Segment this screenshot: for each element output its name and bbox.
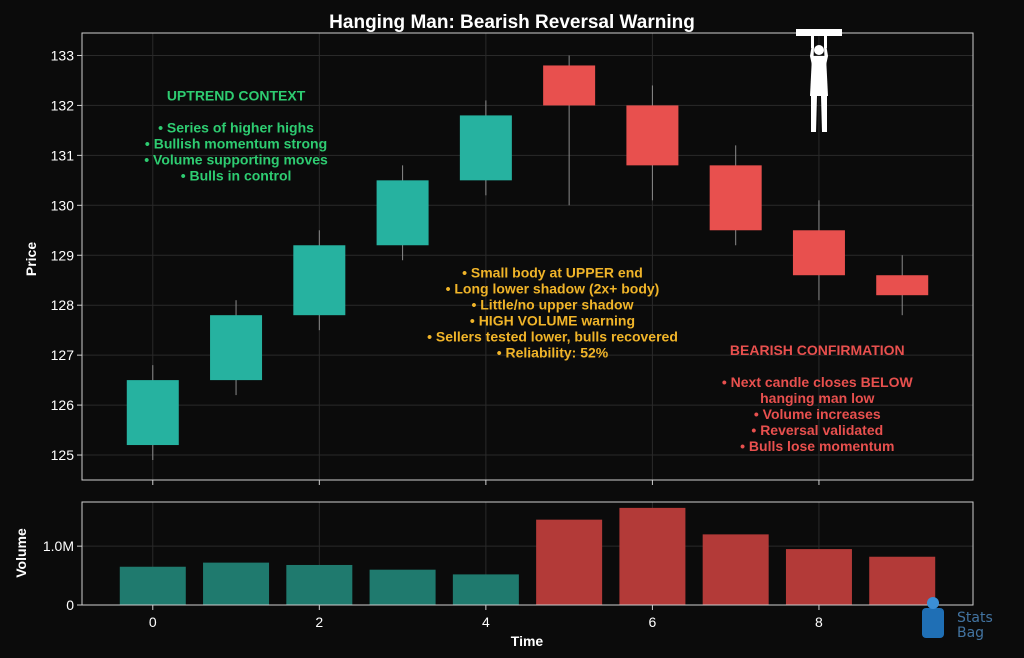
watermark-logo-icon bbox=[922, 608, 944, 638]
annotation-uptrend-line: • Volume supporting moves bbox=[144, 151, 328, 167]
x-tick-label: 2 bbox=[315, 614, 323, 630]
volume-bars bbox=[119, 507, 936, 605]
annotation-confirm-line: hanging man low bbox=[760, 390, 874, 406]
candle-body bbox=[709, 165, 762, 231]
x-tick-label: 8 bbox=[815, 614, 823, 630]
volume-bar bbox=[869, 556, 936, 605]
volume-tick-label: 1.0M bbox=[43, 538, 74, 554]
chart-title: Hanging Man: Bearish Reversal Warning bbox=[329, 12, 695, 33]
annotation-confirm-line: • Volume increases bbox=[754, 406, 881, 422]
annotation-hanging-line: • Long lower shadow (2x+ body) bbox=[446, 281, 660, 297]
price-tick-label: 127 bbox=[51, 347, 75, 363]
annotation-confirm-line: • Reversal validated bbox=[751, 422, 883, 438]
volume-axis-label: Volume bbox=[13, 528, 29, 578]
candle-body bbox=[210, 315, 263, 381]
candle-body bbox=[876, 275, 929, 296]
hanging-man-icon bbox=[796, 29, 842, 132]
price-axis-label: Price bbox=[23, 242, 39, 276]
volume-bar bbox=[702, 534, 769, 605]
volume-bar bbox=[619, 507, 686, 605]
watermark-text-2: Bag bbox=[957, 625, 984, 641]
price-tick-label: 130 bbox=[51, 197, 75, 213]
x-axis-label: Time bbox=[511, 633, 544, 649]
annotation-uptrend-line: UPTREND CONTEXT bbox=[167, 87, 306, 103]
candle-body bbox=[626, 105, 679, 166]
volume-bar bbox=[536, 519, 603, 605]
volume-y-axis: 0 1.0M bbox=[43, 538, 82, 613]
annotation-hanging-line: • Little/no upper shadow bbox=[471, 297, 633, 313]
volume-bar bbox=[119, 566, 186, 605]
x-tick-label: 6 bbox=[649, 614, 657, 630]
candle-body bbox=[376, 180, 429, 246]
price-tick-label: 133 bbox=[51, 47, 75, 63]
candle-body bbox=[126, 380, 179, 446]
volume-bar bbox=[203, 562, 270, 605]
annotations: UPTREND CONTEXT• Series of higher highs•… bbox=[144, 87, 913, 454]
price-y-axis: 125 126 127 128 129 130 131 132 133 bbox=[51, 47, 82, 463]
price-tick-label: 131 bbox=[51, 147, 75, 163]
annotation-hanging-line: • Small body at UPPER end bbox=[462, 265, 643, 281]
candle-body bbox=[459, 115, 512, 181]
x-tick-label: 4 bbox=[482, 614, 490, 630]
volume-bar bbox=[452, 574, 519, 605]
statsbag-watermark: Stats Bag bbox=[922, 597, 993, 641]
volume-panel-frame bbox=[81, 501, 974, 606]
volume-bar bbox=[785, 549, 852, 605]
annotation-hanging-line: • Sellers tested lower, bulls recovered bbox=[427, 329, 678, 345]
price-tick-label: 126 bbox=[51, 397, 75, 413]
price-panel-frame bbox=[81, 32, 974, 481]
annotation-uptrend-line: • Bullish momentum strong bbox=[145, 135, 327, 151]
candle-body bbox=[293, 245, 346, 316]
x-tick-label: 0 bbox=[149, 614, 157, 630]
annotation-confirm-line: • Bulls lose momentum bbox=[740, 438, 894, 454]
volume-tick-label: 0 bbox=[66, 597, 74, 613]
volume-bar bbox=[369, 569, 436, 605]
candle-body bbox=[792, 230, 845, 276]
volume-bar bbox=[286, 564, 353, 605]
x-axis: 0 2 4 6 8 bbox=[149, 605, 823, 630]
candle-body bbox=[543, 65, 596, 106]
price-tick-label: 128 bbox=[51, 297, 75, 313]
price-tick-label: 132 bbox=[51, 97, 75, 113]
annotation-uptrend-line: • Series of higher highs bbox=[158, 119, 314, 135]
price-tick-label: 125 bbox=[51, 447, 75, 463]
annotation-uptrend-line: • Bulls in control bbox=[181, 167, 292, 183]
price-candles bbox=[126, 55, 929, 461]
annotation-confirm-line: • Next candle closes BELOW bbox=[722, 374, 914, 390]
annotation-hanging-line: • HIGH VOLUME warning bbox=[470, 313, 635, 329]
annotation-confirm-line: BEARISH CONFIRMATION bbox=[730, 342, 905, 358]
annotation-hanging-line: • Reliability: 52% bbox=[497, 345, 609, 361]
price-tick-label: 129 bbox=[51, 247, 75, 263]
watermark-text-1: Stats bbox=[957, 610, 993, 626]
